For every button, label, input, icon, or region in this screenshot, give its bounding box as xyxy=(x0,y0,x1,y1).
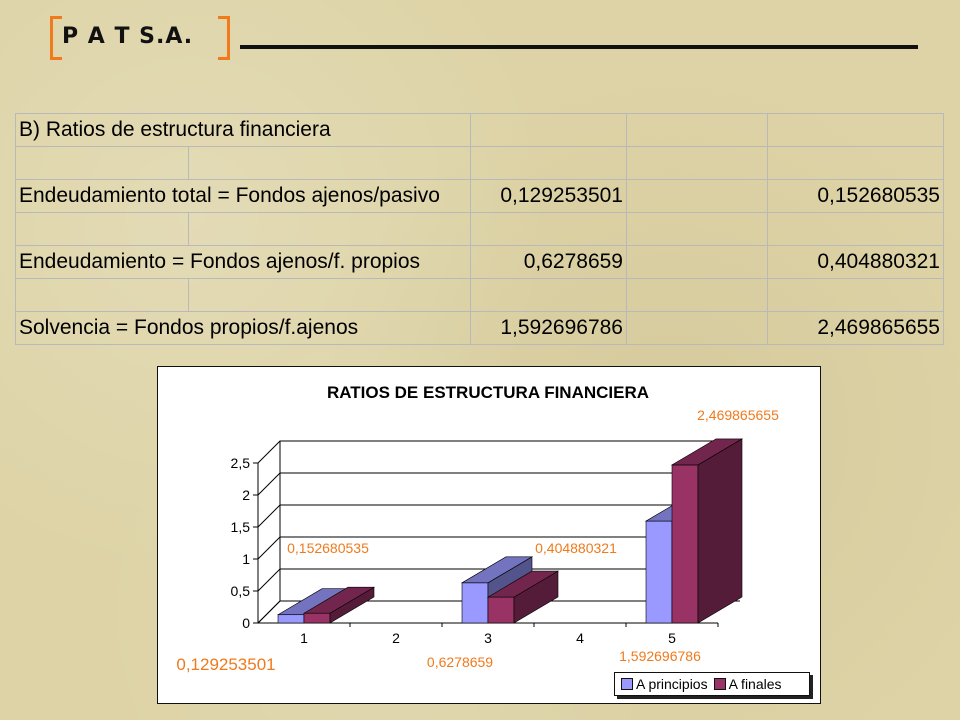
value-cell-end xyxy=(767,146,944,180)
blank-cell xyxy=(626,179,768,213)
bar-finales xyxy=(303,612,331,624)
value-cell-end xyxy=(767,278,944,312)
blank-cell xyxy=(188,146,471,180)
blank-cell xyxy=(188,278,471,312)
y-tick-label: 1 xyxy=(242,551,250,567)
legend-swatch xyxy=(621,678,633,690)
value-cell-end: 0,152680535 xyxy=(767,179,944,213)
table-row: B) Ratios de estructura financiera xyxy=(15,113,944,147)
blank-cell xyxy=(15,212,189,246)
table-row: Endeudamiento = Fondos ajenos/f. propios… xyxy=(15,245,944,279)
y-tick-label: 1,5 xyxy=(231,519,251,535)
y-tick-label: 2,5 xyxy=(231,455,251,471)
table-row xyxy=(15,212,944,246)
table-row xyxy=(15,146,944,180)
bar-principios xyxy=(645,520,673,624)
data-label: 0,152680535 xyxy=(287,540,369,556)
chart-container: 0 0,5 1 1,5 2 2,5 1 2 3 4 5 0,129253501 0,152680535 0… xyxy=(157,366,821,704)
value-cell-end: 2,469865655 xyxy=(767,311,944,345)
table-row: Solvencia = Fondos propios/f.ajenos 1,592… xyxy=(15,311,944,345)
legend-item-principios: A principios xyxy=(621,676,708,692)
value-cell-start: 0,129253501 xyxy=(470,179,627,213)
bar-principios xyxy=(461,582,489,624)
blank-cell xyxy=(188,212,471,246)
blank-cell xyxy=(626,113,768,147)
x-tick-label: 4 xyxy=(576,630,584,646)
value-cell-start: 0,6278659 xyxy=(470,245,627,279)
title-rule xyxy=(240,45,918,49)
floor-edge xyxy=(257,600,281,624)
legend-label: A principios xyxy=(636,676,708,692)
bar-top xyxy=(670,438,744,466)
value-cell-start xyxy=(470,278,627,312)
ratio-label: Endeudamiento total = Fondos ajenos/pasi… xyxy=(15,179,471,213)
ratio-label: Solvencia = Fondos propios/f.ajenos xyxy=(15,311,471,345)
value-cell-start: 1,592696786 xyxy=(470,311,627,345)
y-tick-label: 0 xyxy=(242,615,250,631)
value-cell-end xyxy=(767,212,944,246)
value-cell-start xyxy=(470,212,627,246)
x-tick-label: 5 xyxy=(668,630,676,646)
value-cell-end: 0,404880321 xyxy=(767,245,944,279)
legend-item-finales: A finales xyxy=(713,676,782,692)
y-tick-label: 2 xyxy=(242,487,250,503)
bar-top xyxy=(460,556,534,584)
data-label: 0,404880321 xyxy=(535,540,617,556)
legend-swatch xyxy=(713,678,726,690)
x-tick-label: 3 xyxy=(484,630,492,646)
blank-cell xyxy=(626,212,768,246)
bar-chart: 0 0,5 1 1,5 2 2,5 1 2 3 4 5 0,129253501 0,152680535 0… xyxy=(176,383,779,674)
value-cell-start xyxy=(470,113,627,147)
bar-top xyxy=(486,570,560,598)
blank-cell xyxy=(626,146,768,180)
left-bracket xyxy=(50,16,62,60)
blank-cell xyxy=(626,278,768,312)
ratios-table: B) Ratios de estructura financiera Endeud… xyxy=(15,113,944,345)
data-label: 2,469865655 xyxy=(697,407,779,423)
data-label: 1,592696786 xyxy=(619,648,701,664)
y-tick-label: 0,5 xyxy=(231,583,251,599)
value-cell-end xyxy=(767,113,944,147)
blank-cell xyxy=(15,278,189,312)
bar-side xyxy=(697,438,743,624)
bar-finales xyxy=(671,464,699,624)
bar-top xyxy=(302,586,376,614)
table-row: Endeudamiento total = Fondos ajenos/pasi… xyxy=(15,179,944,213)
value-cell-start xyxy=(470,146,627,180)
right-bracket xyxy=(218,16,230,60)
blank-cell xyxy=(626,245,768,279)
x-tick-label: 1 xyxy=(300,630,308,646)
bar-principios xyxy=(277,614,305,624)
blank-cell xyxy=(15,146,189,180)
blank-cell xyxy=(626,311,768,345)
data-label: 0,6278659 xyxy=(427,654,493,670)
back-wall xyxy=(280,441,740,601)
ratio-label: Endeudamiento = Fondos ajenos/f. propios xyxy=(15,245,471,279)
chart-title: RATIOS DE ESTRUCTURA FINANCIERA xyxy=(327,383,649,402)
ratio-label: B) Ratios de estructura financiera xyxy=(15,113,471,147)
brand-title: P A T S.A. xyxy=(62,24,194,49)
table-row xyxy=(15,278,944,312)
chart-legend: A principios A finales xyxy=(614,672,810,696)
x-tick-label: 2 xyxy=(392,630,400,646)
bar-finales xyxy=(487,596,515,624)
legend-label: A finales xyxy=(728,676,782,692)
data-label: 0,129253501 xyxy=(176,655,275,674)
